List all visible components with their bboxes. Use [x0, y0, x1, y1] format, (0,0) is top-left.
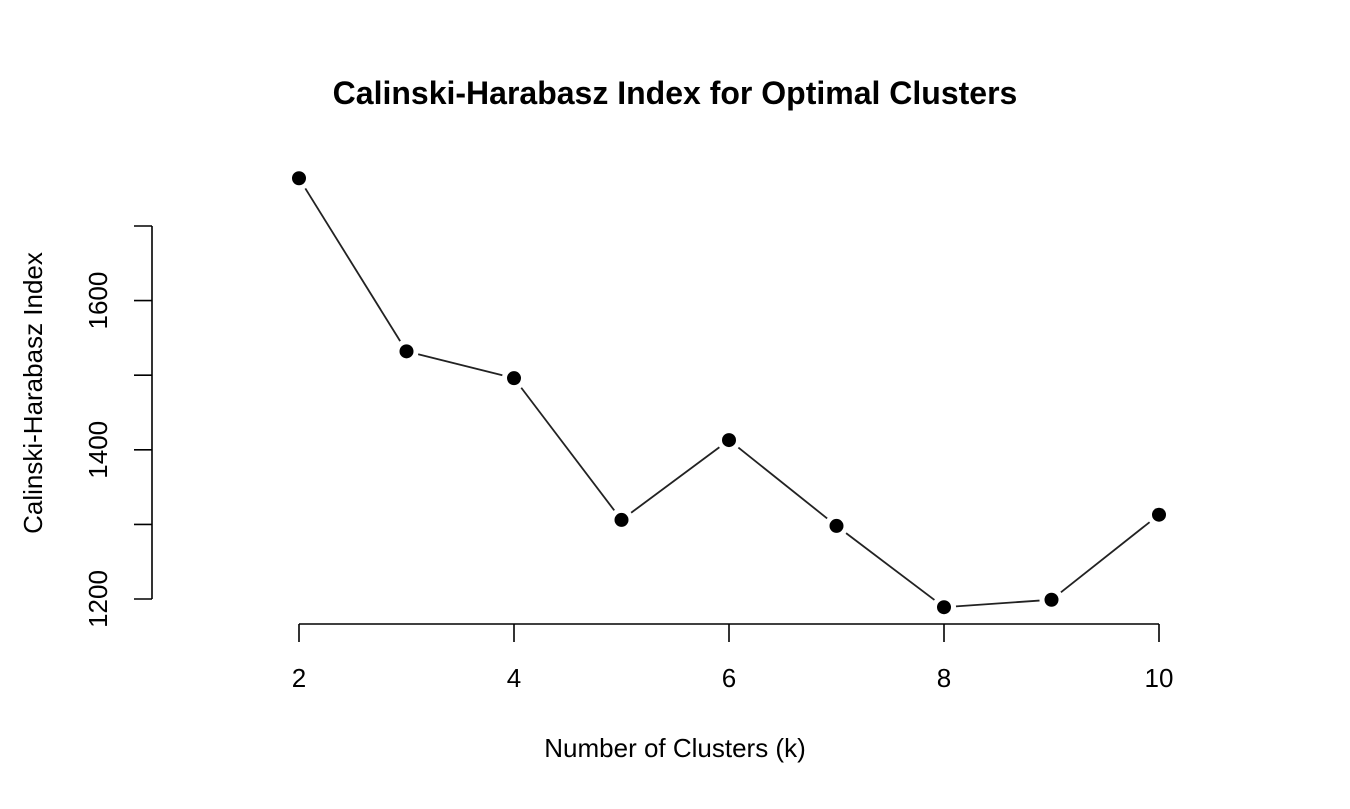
- x-tick-label: 10: [1145, 663, 1174, 693]
- y-axis-label: Calinski-Harabasz Index: [18, 252, 48, 534]
- series-line-segment: [304, 187, 401, 342]
- series-line-segment: [845, 532, 935, 601]
- series-line-segment: [737, 446, 828, 520]
- x-tick-label: 6: [722, 663, 736, 693]
- series-line-segment: [417, 353, 503, 377]
- y-tick-label: 1600: [83, 272, 113, 330]
- series-line-segment: [955, 599, 1040, 608]
- y-tick-label: 1200: [83, 570, 113, 628]
- data-point: [292, 171, 306, 186]
- data-point: [1152, 507, 1166, 522]
- x-axis-ticks: 2 4 6 8 10: [292, 624, 1174, 693]
- x-axis-label: Number of Clusters (k): [544, 733, 806, 763]
- series-line-segments: [304, 187, 1151, 608]
- chart-title: Calinski-Harabasz Index for Optimal Clus…: [333, 75, 1018, 111]
- y-tick-label: 1400: [83, 421, 113, 479]
- data-point: [507, 371, 521, 386]
- x-tick-label: 4: [507, 663, 521, 693]
- x-tick-label: 2: [292, 663, 306, 693]
- data-point: [937, 600, 951, 615]
- data-point: [829, 518, 844, 533]
- data-point: [399, 344, 414, 359]
- y-axis-ticks: 1200 1400 1600: [83, 225, 152, 628]
- series-line-segment: [630, 446, 720, 514]
- data-point: [614, 512, 629, 527]
- x-tick-label: 8: [937, 663, 951, 693]
- series-points: [292, 171, 1166, 615]
- series-line-segment: [520, 387, 615, 511]
- data-point: [722, 433, 736, 448]
- series-line-segment: [1060, 521, 1151, 594]
- data-point: [1044, 592, 1059, 607]
